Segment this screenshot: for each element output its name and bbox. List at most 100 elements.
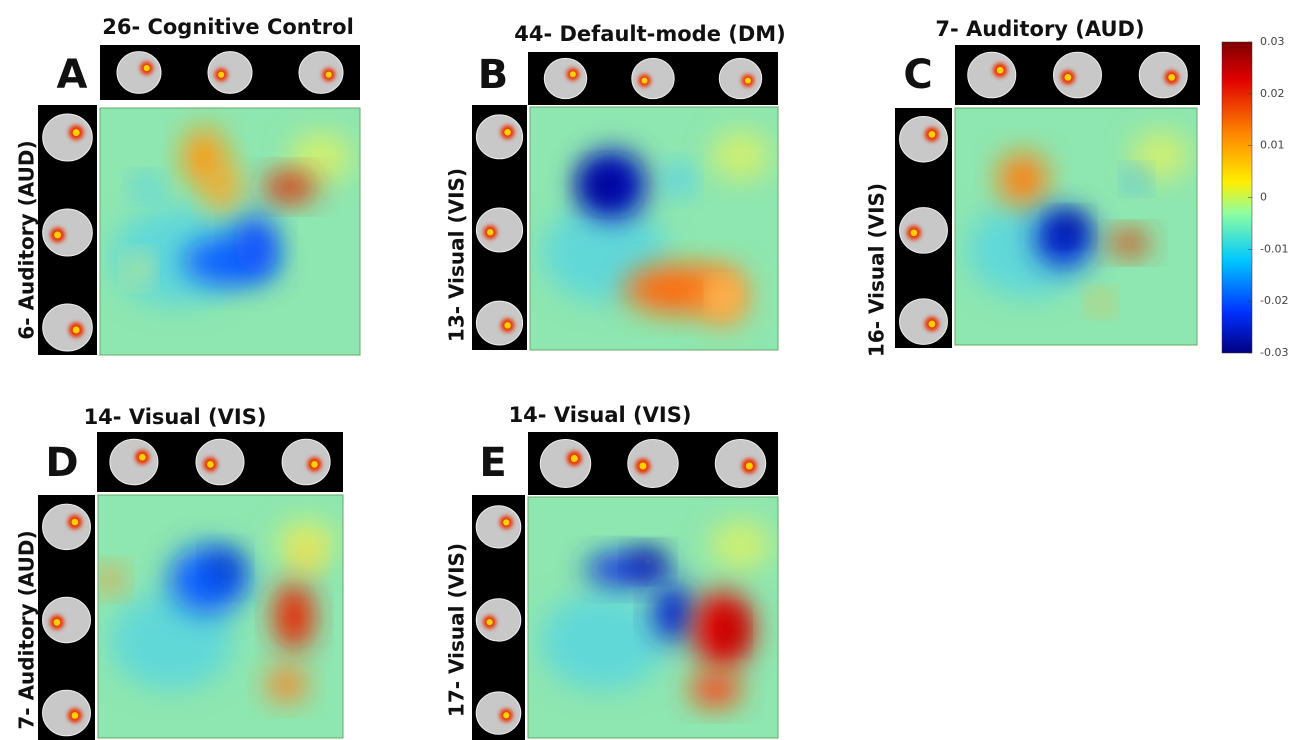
heatmap-blob xyxy=(1091,293,1110,312)
heatmap-haze xyxy=(711,521,771,569)
panel-letter: D xyxy=(45,440,78,486)
brain-slice xyxy=(900,116,948,161)
side-label: 7- Auditory (AUD) xyxy=(15,530,39,729)
panel-title: 14- Visual (VIS) xyxy=(84,405,267,429)
brain-slice xyxy=(43,304,93,351)
heatmap xyxy=(98,495,343,738)
brain-slice xyxy=(208,52,252,94)
heatmap-blob xyxy=(267,668,306,702)
heatmap-blob xyxy=(1110,231,1149,255)
heatmap-blob xyxy=(999,153,1047,205)
brain-activation xyxy=(73,327,80,334)
brain-activation xyxy=(745,78,751,84)
heatmap-blob xyxy=(207,162,238,211)
panel-letter: A xyxy=(57,52,88,98)
brain-slice xyxy=(476,692,521,734)
brain-activation xyxy=(929,131,936,138)
brain-activation xyxy=(72,712,79,719)
brain-activation xyxy=(486,619,492,625)
brain-slice xyxy=(43,690,91,735)
brain-activation xyxy=(503,519,509,525)
brain-activation xyxy=(218,72,224,78)
heatmap xyxy=(528,497,778,738)
brain-activation xyxy=(54,232,61,239)
brain-slice xyxy=(719,58,761,98)
panel-letter: B xyxy=(478,52,509,98)
panel-title: 7- Auditory (AUD) xyxy=(935,17,1144,41)
brain-slice xyxy=(299,52,343,94)
brain-activation xyxy=(144,65,150,71)
brain-slice xyxy=(476,208,522,252)
panel-title: 14- Visual (VIS) xyxy=(509,403,692,427)
brain-slice xyxy=(476,301,522,345)
brain-activation xyxy=(504,322,510,328)
brain-slice xyxy=(282,439,330,485)
brain-activation xyxy=(639,462,646,469)
heatmap-blob xyxy=(211,551,240,585)
colorbar-tick-label: 0.03 xyxy=(1260,35,1285,48)
colorbar-tick-label: -0.02 xyxy=(1260,294,1288,307)
heatmap-blob xyxy=(129,256,150,281)
brain-slice xyxy=(476,599,521,641)
panel-letter: E xyxy=(479,440,506,486)
brain-activation xyxy=(570,71,576,77)
colorbar-tick-label: -0.01 xyxy=(1260,242,1288,255)
brain-activation xyxy=(642,78,648,84)
brain-slice xyxy=(1139,52,1187,98)
heatmap-blob xyxy=(714,284,734,308)
panel: 7- Auditory (AUD)C 16- Visual (VIS) xyxy=(865,17,1201,357)
side-label: 13- Visual (VIS) xyxy=(445,168,469,342)
panel: 14- Visual (VIS)E 17- Visual (VIS) xyxy=(445,403,779,740)
brain-slice xyxy=(43,597,91,642)
heatmap-blob xyxy=(1054,215,1083,239)
brain-activation xyxy=(929,321,936,328)
brain-activation xyxy=(207,461,214,468)
heatmap-blob xyxy=(585,168,625,202)
heatmap-blob xyxy=(294,541,319,570)
heatmap-haze xyxy=(541,593,666,689)
heatmap-blob xyxy=(653,584,693,642)
heatmap xyxy=(100,108,360,355)
side-label: 17- Visual (VIS) xyxy=(445,543,469,717)
brain-slice xyxy=(968,52,1016,98)
brain-slice xyxy=(43,504,91,549)
panel-title: 26- Cognitive Control xyxy=(102,15,354,39)
brain-slice xyxy=(476,115,522,159)
heatmap-blob xyxy=(666,165,691,194)
brain-activation xyxy=(139,454,146,461)
brain-slice xyxy=(544,58,586,98)
heatmap-blob xyxy=(134,177,160,197)
heatmap-blob xyxy=(691,673,741,707)
brain-slice xyxy=(715,440,765,488)
figure: 26- Cognitive ControlA6- Auditory (AUD)4… xyxy=(0,0,1299,740)
brain-slice xyxy=(117,52,161,94)
side-label: 16- Visual (VIS) xyxy=(865,183,889,357)
brain-slice xyxy=(43,114,93,161)
brain-activation xyxy=(503,712,509,718)
brain-activation xyxy=(1168,74,1175,81)
brain-slice xyxy=(196,439,244,485)
brain-slice xyxy=(1054,52,1102,98)
brain-slice xyxy=(900,299,948,344)
panel-letter: C xyxy=(903,52,932,98)
heatmap-blob xyxy=(98,568,123,592)
brain-slice xyxy=(632,58,674,98)
colorbar xyxy=(1222,42,1252,353)
brain-activation xyxy=(504,129,510,135)
heatmap-blob xyxy=(1127,170,1146,189)
heatmap xyxy=(530,107,778,350)
colorbar-tick-label: 0 xyxy=(1260,191,1267,204)
brain-slice xyxy=(110,439,158,485)
brain-activation xyxy=(571,455,578,462)
heatmap-blob xyxy=(274,582,313,650)
panel: 44- Default-mode (DM)B13- Visual (VIS) xyxy=(445,22,786,350)
heatmap-blob xyxy=(633,550,663,574)
brain-activation xyxy=(72,519,79,526)
side-label: 6- Auditory (AUD) xyxy=(15,140,39,339)
brain-slice xyxy=(900,208,948,253)
brain-slice xyxy=(476,506,521,548)
brain-activation xyxy=(54,619,61,626)
brain-slice xyxy=(540,440,590,488)
heatmap-blob xyxy=(723,615,743,644)
panel: 26- Cognitive Control A 6- Auditory (AUD) xyxy=(15,15,361,355)
